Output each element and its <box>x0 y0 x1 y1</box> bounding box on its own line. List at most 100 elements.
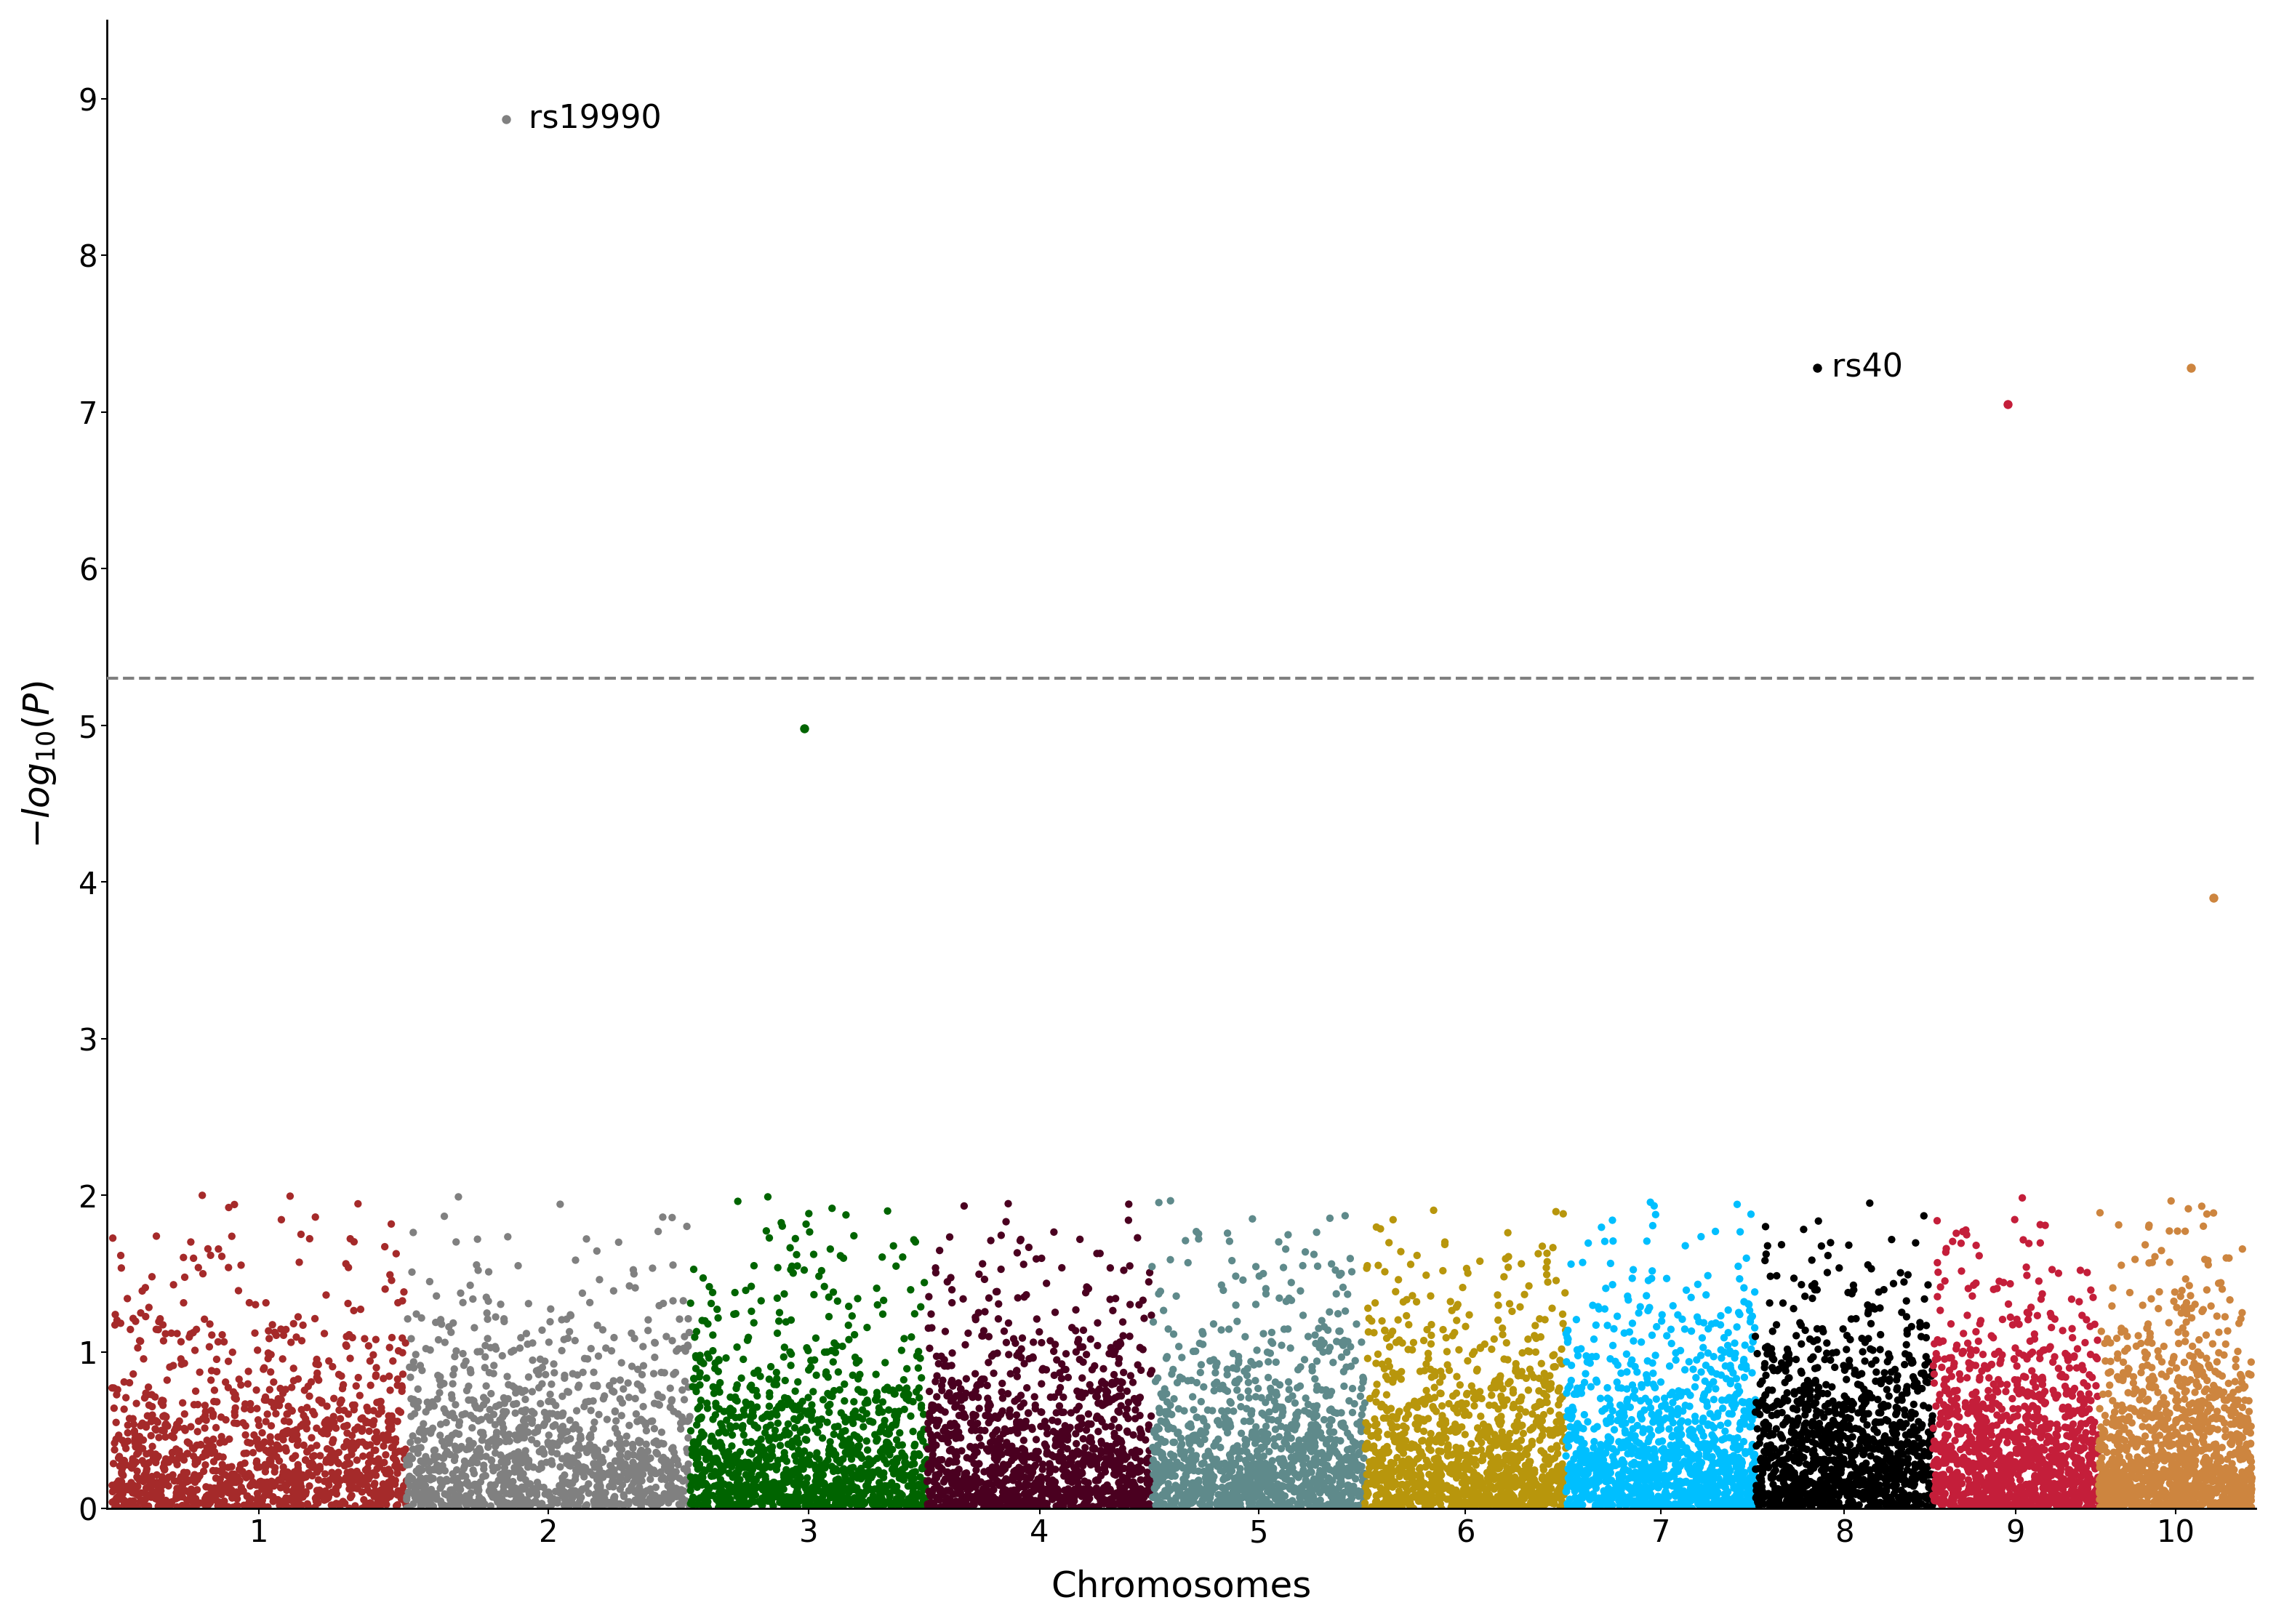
Point <box>1732 1393 1768 1419</box>
Point <box>2205 1492 2242 1518</box>
Point <box>2226 1484 2262 1510</box>
Point <box>1395 1432 1432 1458</box>
Point <box>407 1398 444 1424</box>
Point <box>1345 1369 1382 1395</box>
Point <box>735 1377 772 1403</box>
Point <box>1536 1416 1573 1442</box>
Point <box>665 1405 701 1431</box>
Point <box>1161 1479 1197 1505</box>
Point <box>1702 1442 1739 1468</box>
Point <box>1477 1463 1514 1489</box>
Point <box>1350 1413 1386 1439</box>
Point <box>815 1478 851 1504</box>
Point <box>1768 1453 1805 1479</box>
Point <box>2144 1494 2180 1520</box>
Point <box>2224 1437 2260 1463</box>
Point <box>2017 1481 2053 1507</box>
Point <box>1429 1475 1466 1501</box>
Point <box>1177 1445 1213 1471</box>
Point <box>435 1311 471 1337</box>
Point <box>681 1439 717 1465</box>
Point <box>1115 1483 1152 1509</box>
Point <box>776 1488 813 1514</box>
Point <box>1721 1380 1757 1406</box>
Point <box>362 1483 398 1509</box>
Point <box>1973 1478 2010 1504</box>
Point <box>1853 1427 1889 1453</box>
Point <box>1951 1439 1987 1465</box>
Point <box>1891 1439 1928 1465</box>
Point <box>1263 1473 1300 1499</box>
Point <box>1427 1229 1463 1255</box>
Point <box>2224 1439 2260 1465</box>
Point <box>1609 1427 1646 1453</box>
Point <box>1145 1440 1181 1466</box>
Point <box>1004 1325 1040 1351</box>
Point <box>1448 1457 1484 1483</box>
Point <box>2190 1484 2226 1510</box>
Point <box>1716 1473 1753 1499</box>
Point <box>2180 1465 2217 1491</box>
Point <box>2190 1457 2226 1483</box>
Point <box>1832 1306 1869 1332</box>
Point <box>2219 1478 2256 1504</box>
Point <box>808 1340 844 1366</box>
Point <box>1693 1492 1730 1518</box>
Point <box>1359 1379 1395 1405</box>
Point <box>815 1479 851 1505</box>
Point <box>1862 1489 1898 1515</box>
Point <box>1664 1306 1700 1332</box>
Point <box>1463 1429 1500 1455</box>
Point <box>312 1415 348 1440</box>
Point <box>1609 1376 1646 1402</box>
Point <box>1058 1338 1095 1364</box>
Point <box>2078 1466 2114 1492</box>
Point <box>2039 1462 2076 1488</box>
Point <box>1962 1432 1998 1458</box>
Point <box>2010 1379 2046 1405</box>
Point <box>1616 1328 1652 1354</box>
Point <box>1814 1374 1850 1400</box>
Point <box>1787 1372 1823 1398</box>
Point <box>1459 1439 1495 1465</box>
Point <box>592 1372 628 1398</box>
Point <box>803 1484 840 1510</box>
Point <box>1932 1402 1969 1427</box>
Point <box>1994 1491 2030 1517</box>
Point <box>275 1491 312 1517</box>
Point <box>189 1236 225 1262</box>
Point <box>152 1445 189 1471</box>
Point <box>958 1304 995 1330</box>
Point <box>1534 1296 1570 1322</box>
Point <box>300 1479 337 1505</box>
Point <box>583 1481 619 1507</box>
Point <box>1195 1377 1231 1403</box>
Point <box>974 1484 1011 1510</box>
Point <box>1575 1429 1611 1455</box>
Point <box>2044 1494 2080 1520</box>
Point <box>1491 1479 1527 1505</box>
Point <box>995 1488 1031 1514</box>
Point <box>1673 1416 1709 1442</box>
Point <box>523 1491 560 1517</box>
Point <box>997 1389 1033 1415</box>
Point <box>403 1473 439 1499</box>
Point <box>296 1455 332 1481</box>
Point <box>1875 1445 1912 1471</box>
Point <box>328 1324 364 1350</box>
Point <box>1181 1330 1218 1356</box>
Point <box>917 1408 954 1434</box>
Point <box>1108 1418 1145 1444</box>
Point <box>492 1481 528 1507</box>
Point <box>1115 1385 1152 1411</box>
Point <box>1152 1458 1188 1484</box>
Point <box>2039 1483 2076 1509</box>
Point <box>2158 1463 2194 1489</box>
Point <box>121 1481 157 1507</box>
Point <box>1163 1426 1199 1452</box>
Point <box>1416 1468 1452 1494</box>
Point <box>1985 1403 2021 1429</box>
Point <box>1864 1481 1900 1507</box>
Point <box>2217 1387 2253 1413</box>
Point <box>346 1325 382 1351</box>
